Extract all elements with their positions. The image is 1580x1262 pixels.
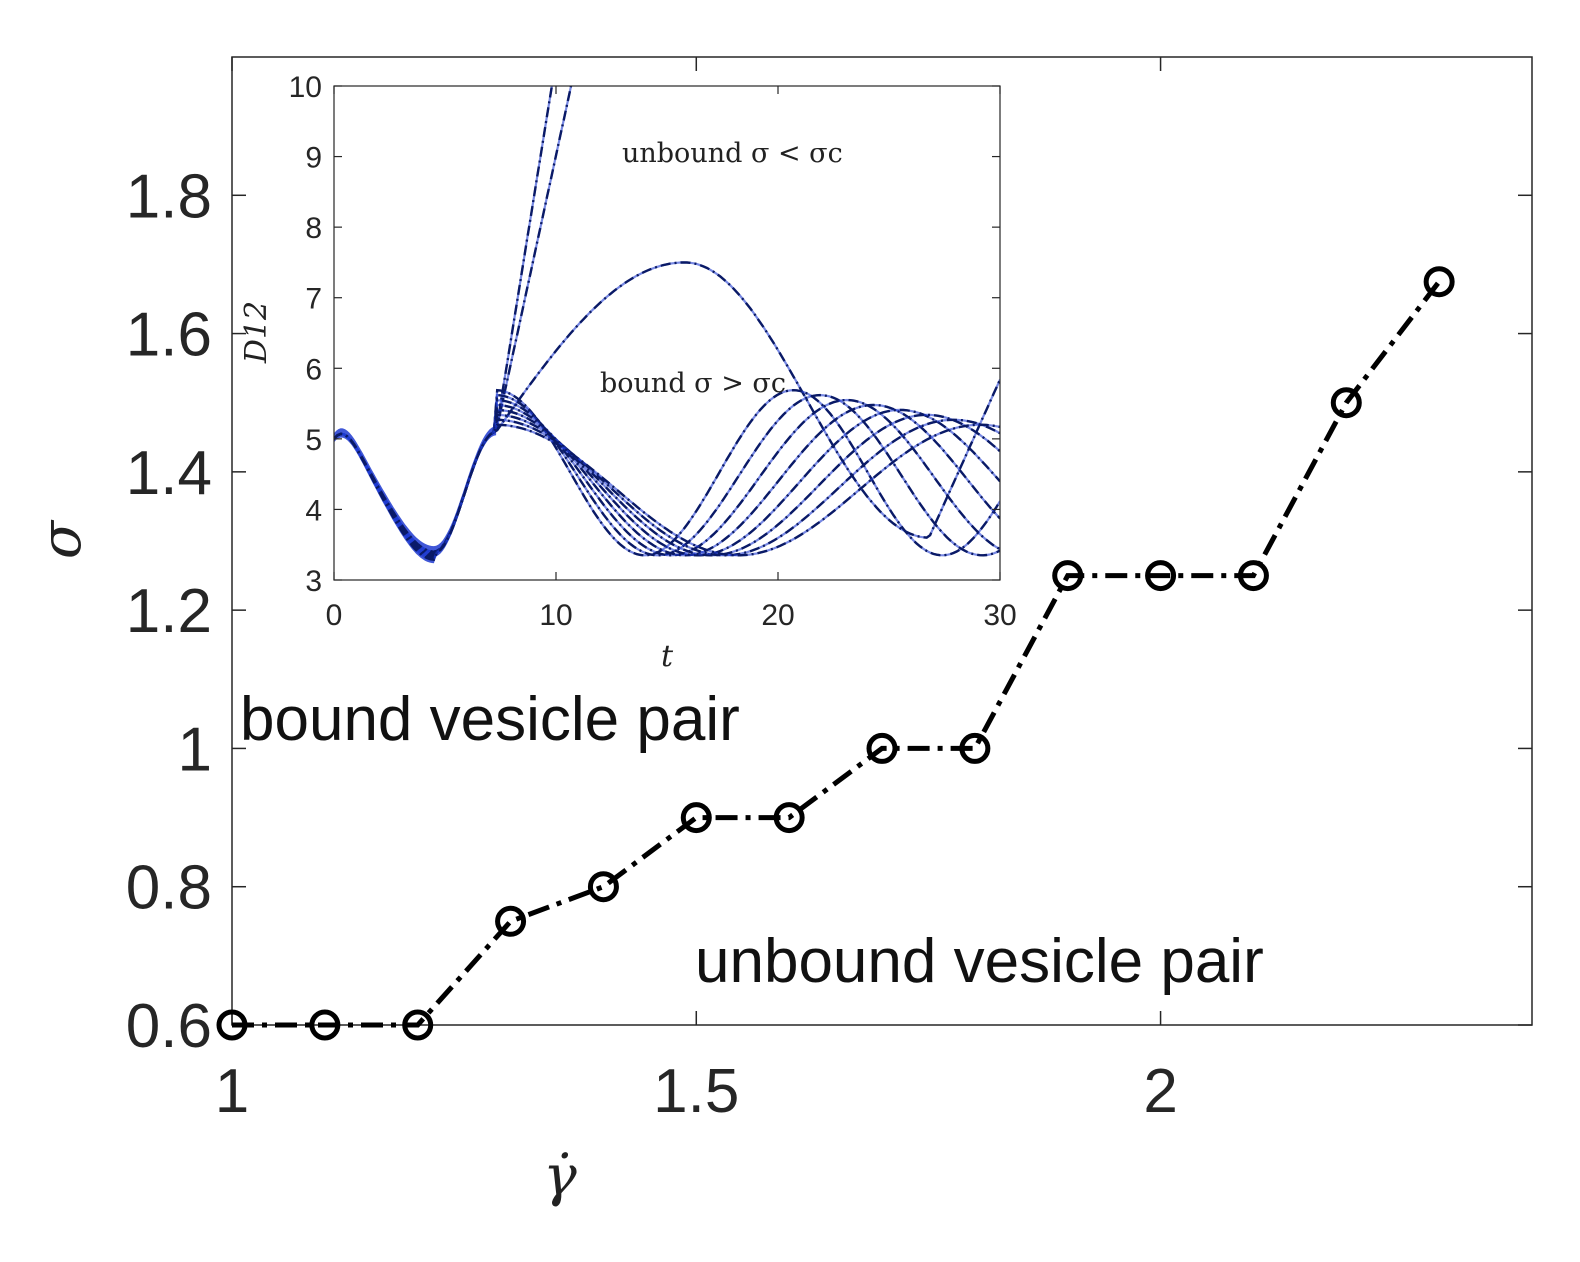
inset-y-tick-label: 7: [305, 283, 322, 316]
main-y-tick-label: 1.8: [126, 162, 212, 231]
inset-bound-annotation: bound σ > σc: [600, 368, 786, 399]
inset-y-tick-label: 6: [305, 353, 322, 386]
inset-curve: [334, 261, 1000, 554]
main-y-tick-label: 1: [178, 715, 212, 784]
inset-plot-frame: [333, 85, 1001, 581]
main-y-tick-label: 1.2: [126, 577, 212, 646]
main-data-point: [402, 1009, 434, 1041]
main-x-tick-label: 1: [215, 1057, 249, 1126]
main-x-axis: 1 1.5 2: [215, 57, 1178, 1126]
inset-y-axis-label: D12: [239, 301, 274, 364]
main-y-tick-label: 0.6: [126, 992, 212, 1061]
main-data-point: [773, 802, 805, 834]
main-data-point: [587, 871, 619, 903]
inset-y-tick-label: 4: [305, 494, 322, 527]
inset-y-tick-label: 8: [305, 212, 322, 245]
inset-y-tick-label: 5: [305, 424, 322, 457]
inset-x-tick-label: 30: [983, 599, 1016, 632]
main-x-tick-label: 1.5: [653, 1057, 739, 1126]
main-x-axis-label: γ̇: [543, 1144, 577, 1209]
main-data-point: [866, 732, 898, 764]
inset-y-tick-label: 9: [305, 142, 322, 175]
main-y-axis: 0.6 0.8 1 1.2 1.4 1.6 1.8: [126, 162, 1532, 1061]
bound-region-label: bound vesicle pair: [240, 685, 740, 754]
main-plot-frame: [231, 56, 1533, 1026]
main-data-point: [1237, 560, 1269, 592]
main-x-tick-label: 2: [1143, 1057, 1177, 1126]
main-data-point: [1145, 560, 1177, 592]
main-data-point: [959, 732, 991, 764]
inset-background: [334, 86, 1000, 580]
unbound-region-label: unbound vesicle pair: [695, 927, 1264, 996]
main-data-point: [309, 1009, 341, 1041]
inset-y-axis-label-text: D12: [239, 301, 274, 364]
main-data-point: [1330, 387, 1362, 419]
main-data-point: [495, 905, 527, 937]
main-series-markers: [216, 266, 1455, 1041]
inset-curve: [334, 423, 1000, 561]
main-chart: 1 1.5 2 0.60.811.21.41.61.8 γ̇ σ bound ves…: [29, 56, 1533, 1209]
main-data-point: [1052, 560, 1084, 592]
inset-x-tick-label: 0: [326, 599, 343, 632]
main-data-point: [1423, 266, 1455, 298]
inset-x-tick-label: 20: [761, 599, 794, 632]
inset-chart: 0 10 20 30 3 4 5 6 7 8 9 10 t D12 unbound σ < σc b…: [239, 71, 1017, 674]
main-data-point: [680, 802, 712, 834]
inset-x-axis-label: t: [661, 639, 674, 674]
inset-y-axis: 3 4 5 6 7 8 9 10: [289, 71, 1000, 598]
inset-unbound-annotation: unbound σ < σc: [622, 138, 843, 169]
main-y-tick-label: 0.8: [126, 854, 212, 923]
main-y-axis-label: σ: [29, 519, 94, 559]
main-y-tick-label: 1.6: [126, 301, 212, 370]
inset-curves: [334, 86, 1000, 561]
inset-x-axis: 0 10 20 30: [326, 86, 1017, 632]
inset-y-tick-label: 10: [289, 71, 322, 104]
main-y-tick-label: 1.4: [126, 439, 212, 508]
inset-x-tick-label: 10: [539, 599, 572, 632]
main-data-point: [216, 1009, 248, 1041]
inset-y-tick-label: 3: [305, 565, 322, 598]
